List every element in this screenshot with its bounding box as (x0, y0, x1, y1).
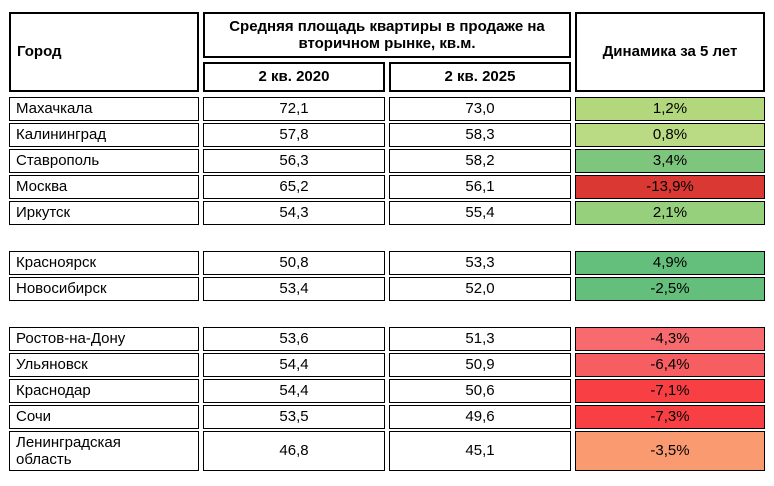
dynamics-cell: -3,5% (575, 431, 765, 471)
row-group: Махачкала 72,1 73,0 1,2% Калининград 57,… (9, 97, 765, 225)
dynamics-cell: -7,1% (575, 379, 765, 403)
dynamics-cell: -7,3% (575, 405, 765, 429)
value-2025-cell: 49,6 (389, 405, 571, 429)
value-2020-cell: 57,8 (203, 123, 385, 147)
value-2020-cell: 54,3 (203, 201, 385, 225)
value-2025-cell: 58,3 (389, 123, 571, 147)
header-q2-2020: 2 кв. 2020 (203, 62, 385, 92)
city-cell: Ленинградская область (9, 431, 199, 471)
city-cell: Ульяновск (9, 353, 199, 377)
dynamics-cell: 0,8% (575, 123, 765, 147)
header-city: Город (9, 12, 199, 92)
table-row: Сочи 53,5 49,6 -7,3% (9, 405, 765, 429)
dynamics-cell: -6,4% (575, 353, 765, 377)
dynamics-cell: 4,9% (575, 251, 765, 275)
table-row: Ставрополь 56,3 58,2 3,4% (9, 149, 765, 173)
row-group: Красноярск 50,8 53,3 4,9% Новосибирск 53… (9, 251, 765, 301)
table-row: Махачкала 72,1 73,0 1,2% (9, 97, 765, 121)
value-2025-cell: 50,6 (389, 379, 571, 403)
value-2025-cell: 51,3 (389, 327, 571, 351)
table-row: Москва 65,2 56,1 -13,9% (9, 175, 765, 199)
dynamics-cell: -2,5% (575, 277, 765, 301)
city-cell: Ставрополь (9, 149, 199, 173)
table-row: Калининград 57,8 58,3 0,8% (9, 123, 765, 147)
value-2025-cell: 52,0 (389, 277, 571, 301)
value-2020-cell: 53,5 (203, 405, 385, 429)
value-2025-cell: 58,2 (389, 149, 571, 173)
dynamics-cell: -13,9% (575, 175, 765, 199)
header-periods: 2 кв. 2020 2 кв. 2025 (203, 62, 571, 92)
table-row: Ростов-на-Дону 53,6 51,3 -4,3% (9, 327, 765, 351)
value-2025-cell: 55,4 (389, 201, 571, 225)
city-cell: Калининград (9, 123, 199, 147)
table-row: Ленинградская область 46,8 45,1 -3,5% (9, 431, 765, 471)
value-2020-cell: 46,8 (203, 431, 385, 471)
value-2020-cell: 65,2 (203, 175, 385, 199)
table-row: Ульяновск 54,4 50,9 -6,4% (9, 353, 765, 377)
table: Город Средняя площадь квартиры в продаже… (9, 12, 765, 471)
value-2020-cell: 50,8 (203, 251, 385, 275)
row-group: Ростов-на-Дону 53,6 51,3 -4,3% Ульяновск… (9, 327, 765, 471)
value-2020-cell: 54,4 (203, 379, 385, 403)
value-2020-cell: 54,4 (203, 353, 385, 377)
city-cell: Москва (9, 175, 199, 199)
value-2025-cell: 45,1 (389, 431, 571, 471)
header-dynamics: Динамика за 5 лет (575, 12, 765, 92)
dynamics-cell: 1,2% (575, 97, 765, 121)
value-2020-cell: 53,6 (203, 327, 385, 351)
value-2025-cell: 53,3 (389, 251, 571, 275)
value-2020-cell: 72,1 (203, 97, 385, 121)
table-row: Иркутск 54,3 55,4 2,1% (9, 201, 765, 225)
table-row: Красноярск 50,8 53,3 4,9% (9, 251, 765, 275)
value-2025-cell: 50,9 (389, 353, 571, 377)
table-body: Махачкала 72,1 73,0 1,2% Калининград 57,… (9, 97, 765, 471)
value-2020-cell: 53,4 (203, 277, 385, 301)
header-metric-group: Средняя площадь квартиры в продаже на вт… (203, 12, 571, 92)
value-2025-cell: 73,0 (389, 97, 571, 121)
table-row: Краснодар 54,4 50,6 -7,1% (9, 379, 765, 403)
city-cell: Махачкала (9, 97, 199, 121)
value-2025-cell: 56,1 (389, 175, 571, 199)
city-cell: Сочи (9, 405, 199, 429)
header-q2-2025: 2 кв. 2025 (389, 62, 571, 92)
header-metric-title: Средняя площадь квартиры в продаже на вт… (203, 12, 571, 58)
city-cell: Ростов-на-Дону (9, 327, 199, 351)
dynamics-cell: 3,4% (575, 149, 765, 173)
table-row: Новосибирск 53,4 52,0 -2,5% (9, 277, 765, 301)
city-cell: Иркутск (9, 201, 199, 225)
table-header: Город Средняя площадь квартиры в продаже… (9, 12, 765, 92)
city-cell: Краснодар (9, 379, 199, 403)
city-cell: Красноярск (9, 251, 199, 275)
dynamics-cell: -4,3% (575, 327, 765, 351)
city-cell: Новосибирск (9, 277, 199, 301)
dynamics-cell: 2,1% (575, 201, 765, 225)
value-2020-cell: 56,3 (203, 149, 385, 173)
